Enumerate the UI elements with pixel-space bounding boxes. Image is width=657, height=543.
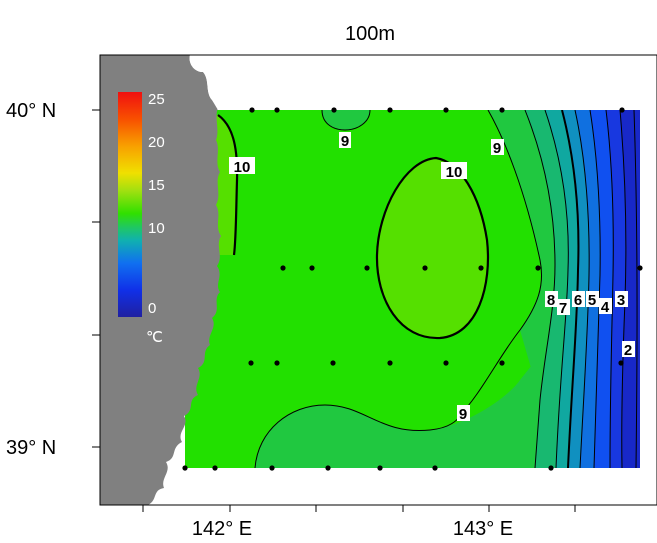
contour-1 [633, 109, 638, 469]
contour-3 [605, 109, 614, 469]
station-point [443, 107, 449, 113]
colorbar-gradient [118, 92, 142, 317]
lat-label-39n: 39° N [6, 437, 56, 459]
contour-5 [574, 109, 590, 469]
svg-text:10: 10 [234, 159, 251, 176]
station-point [548, 465, 554, 471]
colorbar: 25 20 15 10 0 ℃ [118, 91, 165, 346]
station-point [478, 265, 484, 271]
station-point [212, 465, 218, 471]
colorbar-tick-20: 20 [148, 134, 165, 151]
station-point [182, 465, 188, 471]
contour-label-9-south: 9 [457, 405, 470, 423]
station-point [637, 265, 643, 271]
contour-8 [524, 109, 556, 469]
svg-text:5: 5 [588, 292, 596, 309]
station-point [443, 360, 449, 366]
station-point [387, 107, 393, 113]
station-point [274, 360, 280, 366]
field-band-2 [620, 110, 640, 468]
station-point [274, 107, 280, 113]
station-point [325, 465, 331, 471]
station-point [330, 360, 336, 366]
svg-text:2: 2 [624, 342, 632, 359]
station-point [377, 465, 383, 471]
contour-label-group: 9 10 9 10 9 8 7 6 5 4 3 2 [229, 132, 635, 423]
axis-ticks [92, 109, 576, 512]
field-cool-patch-north [322, 110, 370, 130]
contour-label-10-coast: 10 [229, 157, 255, 176]
svg-text:10: 10 [446, 164, 463, 181]
station-point [248, 360, 254, 366]
station-point [364, 265, 370, 271]
contour-9-east [459, 109, 543, 416]
station-point [387, 360, 393, 366]
colorbar-tick-0: 0 [148, 300, 156, 317]
sea-gap [189, 55, 657, 110]
station-point [499, 107, 505, 113]
svg-text:8: 8 [547, 292, 555, 309]
map-frame [99, 54, 657, 506]
station-point [280, 265, 286, 271]
contour-label-8: 8 [545, 291, 558, 309]
contour-label-3: 3 [615, 291, 628, 309]
colorbar-unit: ℃ [146, 329, 163, 346]
contour-9-north [321, 109, 371, 131]
lon-label-142e: 142° E [192, 518, 252, 540]
contour-4 [589, 109, 601, 469]
contour-label-7: 7 [557, 299, 570, 317]
station-point [331, 107, 337, 113]
contour-7 [544, 109, 569, 469]
contour-label-2: 2 [622, 341, 635, 359]
station-point [535, 265, 541, 271]
contour-10-coast [217, 114, 239, 256]
contour-lines [217, 109, 638, 469]
svg-text:7: 7 [559, 300, 567, 317]
islands [120, 464, 152, 499]
station-point [618, 360, 624, 366]
svg-text:4: 4 [601, 299, 610, 316]
contour-label-6: 6 [572, 291, 585, 309]
contour-label-9-north: 9 [339, 132, 351, 150]
contour-label-10-core: 10 [441, 162, 467, 181]
station-point [269, 465, 275, 471]
colorbar-tick-15: 15 [148, 177, 165, 194]
field-cool-patch-south [255, 330, 560, 468]
station-point [499, 360, 505, 366]
station-point [619, 107, 625, 113]
colorbar-tick-10: 10 [148, 220, 165, 237]
contour-6 [561, 109, 580, 469]
svg-text:9: 9 [341, 133, 349, 150]
contour-label-9-east: 9 [491, 139, 504, 157]
svg-text:9: 9 [493, 140, 501, 157]
svg-text:6: 6 [574, 292, 582, 309]
svg-text:3: 3 [617, 292, 625, 309]
contour-9-south [254, 404, 461, 469]
station-point [249, 107, 255, 113]
field-warm-core [376, 158, 488, 339]
lon-label-143e: 143° E [453, 518, 513, 540]
station-point [422, 265, 428, 271]
station-point [309, 265, 315, 271]
colorbar-tick-25: 25 [148, 91, 165, 108]
svg-text:9: 9 [459, 406, 467, 423]
station-points [182, 107, 643, 471]
contour-10-core [375, 156, 489, 340]
contour-label-4: 4 [599, 298, 612, 316]
contour-label-5: 5 [586, 291, 599, 309]
map-title: 100m [345, 23, 395, 45]
station-point [432, 465, 438, 471]
lat-label-40n: 40° N [6, 100, 56, 122]
